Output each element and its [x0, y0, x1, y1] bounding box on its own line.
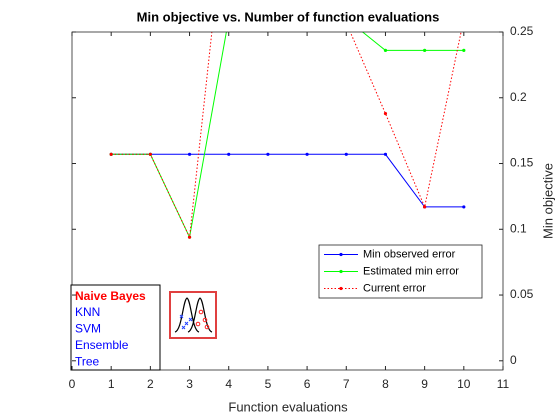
icon-point: [195, 321, 201, 327]
point: [344, 152, 348, 156]
icon-curve: [187, 297, 213, 333]
x-tick-label: 11: [497, 377, 510, 391]
point: [423, 205, 427, 209]
point: [383, 152, 388, 156]
x-axis-label: Function evaluations: [228, 399, 348, 414]
y-axis-label: Min objective: [540, 163, 555, 239]
series-layer: [109, 17, 466, 239]
icon-point: [202, 317, 208, 323]
y-tick-label: 0: [510, 353, 517, 367]
model-item: KNN: [75, 305, 100, 319]
model-item: Tree: [75, 355, 100, 369]
x-tick-label: 10: [457, 377, 471, 391]
point: [227, 152, 231, 156]
point: [305, 152, 309, 156]
point: [383, 111, 388, 116]
legend-label: Current error: [363, 282, 426, 294]
x-tick-label: 2: [147, 377, 154, 391]
point: [462, 205, 466, 209]
x-tick-label: 0: [69, 377, 76, 391]
x-tick-label: 8: [382, 377, 389, 391]
icon-point: [198, 309, 204, 315]
icon-point: [204, 324, 210, 330]
model-list-box: [70, 284, 161, 371]
point: [462, 48, 466, 53]
legend: Min observed error Estimated min error Cur…: [318, 244, 483, 299]
point: [187, 235, 192, 239]
series-line: [111, 32, 462, 239]
y-tick-label: 0.25: [510, 24, 534, 38]
chart-title: Min objective vs. Number of function eva…: [137, 9, 440, 24]
legend-marker: [339, 269, 343, 274]
model-list: Naive Bayes KNN SVM Ensemble Tree: [70, 284, 161, 371]
point: [187, 152, 192, 156]
icon-curve: [174, 297, 200, 333]
legend-label: Min observed error: [363, 248, 456, 260]
point: [109, 152, 113, 156]
model-item: Ensemble: [75, 338, 129, 352]
model-item: SVM: [75, 322, 101, 336]
legend-marker: [339, 252, 343, 257]
x-tick-label: 4: [225, 377, 232, 391]
y-tick-label: 0.2: [510, 90, 527, 104]
axes-box: [71, 31, 504, 371]
x-tick-label: 3: [186, 377, 193, 391]
x-tick-label: 9: [421, 377, 428, 391]
x-tick-label: 6: [304, 377, 311, 391]
point: [423, 48, 427, 53]
model-items: KNN SVM Ensemble Tree: [75, 305, 129, 369]
y-tick-label: 0.1: [510, 221, 527, 235]
icon-points: [179, 314, 193, 330]
model-icon: [169, 291, 217, 339]
legend-label: Estimated min error: [363, 265, 459, 277]
model-active: Naive Bayes: [75, 289, 146, 303]
point: [148, 152, 152, 156]
series-line: [111, 153, 464, 208]
point: [383, 48, 388, 53]
x-tick-label: 1: [108, 377, 115, 391]
legend-marker: [339, 286, 343, 291]
y-tick-label: 0.05: [510, 287, 534, 301]
point: [266, 152, 270, 156]
point: [462, 17, 465, 20]
x-tick-label: 7: [343, 377, 350, 391]
x-tick-label: 5: [265, 377, 272, 391]
y-tick-label: 0.15: [510, 156, 534, 170]
